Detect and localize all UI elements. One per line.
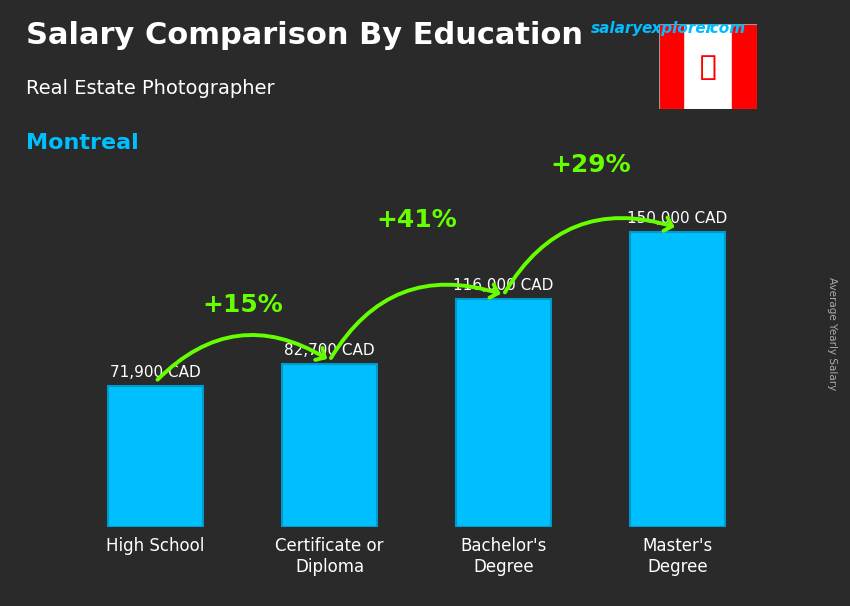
Bar: [659, 24, 683, 109]
Bar: [456, 299, 552, 527]
Bar: [630, 231, 725, 527]
Text: 116,000 CAD: 116,000 CAD: [453, 278, 553, 293]
Text: 82,700 CAD: 82,700 CAD: [284, 344, 375, 358]
Text: Real Estate Photographer: Real Estate Photographer: [26, 79, 274, 98]
Text: explorer: explorer: [642, 21, 714, 36]
Text: +41%: +41%: [376, 208, 457, 232]
Text: salary: salary: [591, 21, 643, 36]
Text: 150,000 CAD: 150,000 CAD: [627, 211, 728, 226]
Bar: [732, 24, 756, 109]
Text: +15%: +15%: [202, 293, 283, 318]
Text: Salary Comparison By Education: Salary Comparison By Education: [26, 21, 582, 50]
Text: 🍁: 🍁: [700, 53, 716, 81]
Text: 71,900 CAD: 71,900 CAD: [110, 365, 201, 380]
Text: 🍁: 🍁: [700, 53, 716, 81]
Text: Montreal: Montreal: [26, 133, 139, 153]
Bar: [281, 364, 377, 527]
Text: Average Yearly Salary: Average Yearly Salary: [827, 277, 837, 390]
Bar: [683, 24, 732, 109]
Bar: [108, 385, 203, 527]
Text: +29%: +29%: [550, 153, 631, 177]
Text: .com: .com: [704, 21, 745, 36]
